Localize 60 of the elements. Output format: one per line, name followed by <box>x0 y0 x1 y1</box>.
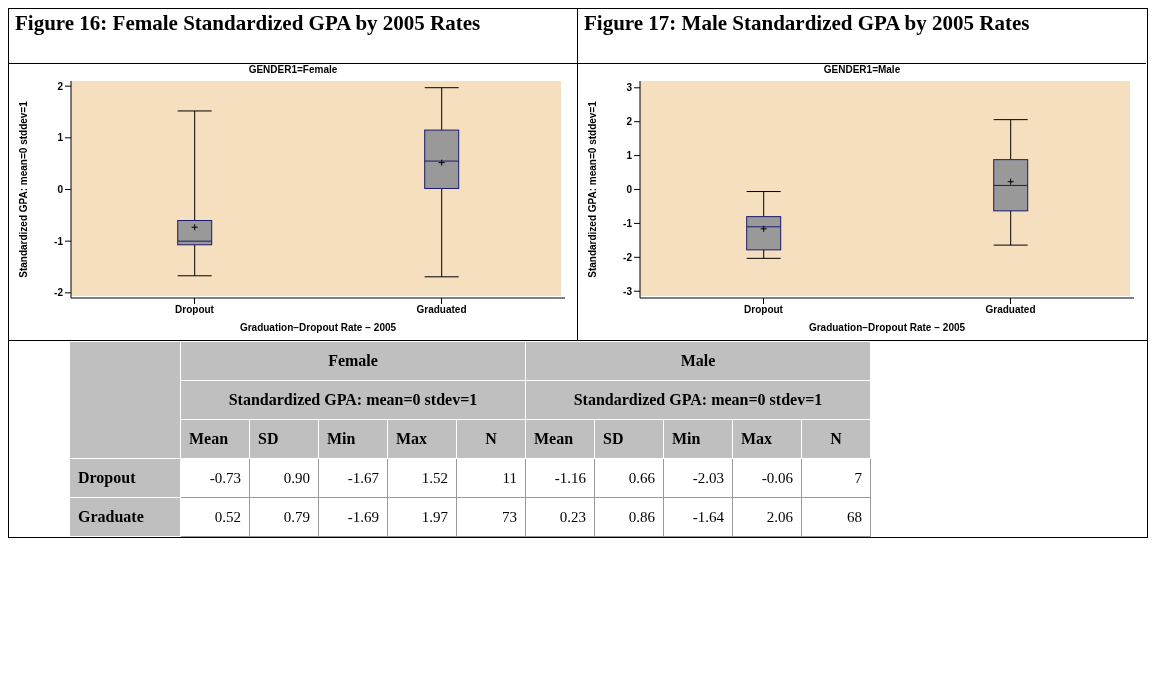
data-label: -1.69 <box>318 497 388 537</box>
y-tick-label: -2 <box>54 287 64 299</box>
data-label: -0.73 <box>180 458 250 498</box>
x-tick-label: SD <box>249 419 319 459</box>
y-tick-label: 0 <box>626 184 633 196</box>
data-label: 1.97 <box>387 497 457 537</box>
chart-title: Figure 17: Male Standardized GPA by 2005 Rates <box>583 10 1031 37</box>
chart-title: Figure 16: Female Standardized GPA by 2005 Rates <box>14 10 482 37</box>
x-tick-label: Graduated <box>985 304 1036 316</box>
data-label: 0.86 <box>594 497 664 537</box>
data-label: -0.06 <box>732 458 802 498</box>
data-label: 7 <box>801 458 871 498</box>
x-tick-label: Max <box>387 419 457 459</box>
y-tick-label: -1 <box>623 217 633 229</box>
y-tick-label: 2 <box>57 80 64 92</box>
text: Female <box>180 341 526 381</box>
text: Standardized GPA: mean=0 stdev=1 <box>525 380 871 420</box>
chart-subtitle: GENDER1=Male <box>578 63 1146 75</box>
y-tick-label: 1 <box>57 132 64 144</box>
data-label: -1.16 <box>525 458 595 498</box>
data-label: 0.66 <box>594 458 664 498</box>
data-label: 2.06 <box>732 497 802 537</box>
x-tick-label: Max <box>732 419 802 459</box>
y-tick-label: -1 <box>54 235 64 247</box>
data-label: 1.52 <box>387 458 457 498</box>
y-axis-title: Standardized GPA: mean=0 stddev=1 <box>586 100 598 278</box>
x-tick-label: Min <box>663 419 733 459</box>
row-header-cell: Dropout <box>69 458 181 498</box>
x-tick-label: Mean <box>180 419 250 459</box>
x-tick-label: Min <box>318 419 388 459</box>
x-tick-label: SD <box>594 419 664 459</box>
x-axis-title: Graduation−Dropout Rate − 2005 <box>808 322 966 333</box>
data-label: 11 <box>456 458 526 498</box>
y-tick-label: 1 <box>626 150 633 162</box>
x-tick-label: Mean <box>525 419 595 459</box>
data-label: -2.03 <box>663 458 733 498</box>
x-tick-label: Dropout <box>175 304 215 316</box>
x-tick-label: N <box>801 419 871 459</box>
y-tick-label: 3 <box>626 82 633 94</box>
row-header-cell: Graduate <box>69 497 181 537</box>
data-label: 0.90 <box>249 458 319 498</box>
data-label: 0.52 <box>180 497 250 537</box>
chart-subtitle: GENDER1=Female <box>9 63 577 75</box>
x-axis-title: Graduation−Dropout Rate − 2005 <box>239 322 397 333</box>
text: Standardized GPA: mean=0 stdev=1 <box>180 380 526 420</box>
data-label: 73 <box>456 497 526 537</box>
y-tick-label: -2 <box>623 251 633 263</box>
y-tick-label: -3 <box>623 285 633 297</box>
data-label: -1.64 <box>663 497 733 537</box>
y-tick-label: 2 <box>626 116 633 128</box>
data-label: 0.79 <box>249 497 319 537</box>
x-tick-label: N <box>456 419 526 459</box>
text: Male <box>525 341 871 381</box>
y-tick-label: 0 <box>57 184 64 196</box>
y-axis-title: Standardized GPA: mean=0 stddev=1 <box>17 100 29 278</box>
data-label: 0.23 <box>525 497 595 537</box>
data-label: -1.67 <box>318 458 388 498</box>
data-label: 68 <box>801 497 871 537</box>
x-tick-label: Dropout <box>744 304 784 316</box>
x-tick-label: Graduated <box>416 304 467 316</box>
